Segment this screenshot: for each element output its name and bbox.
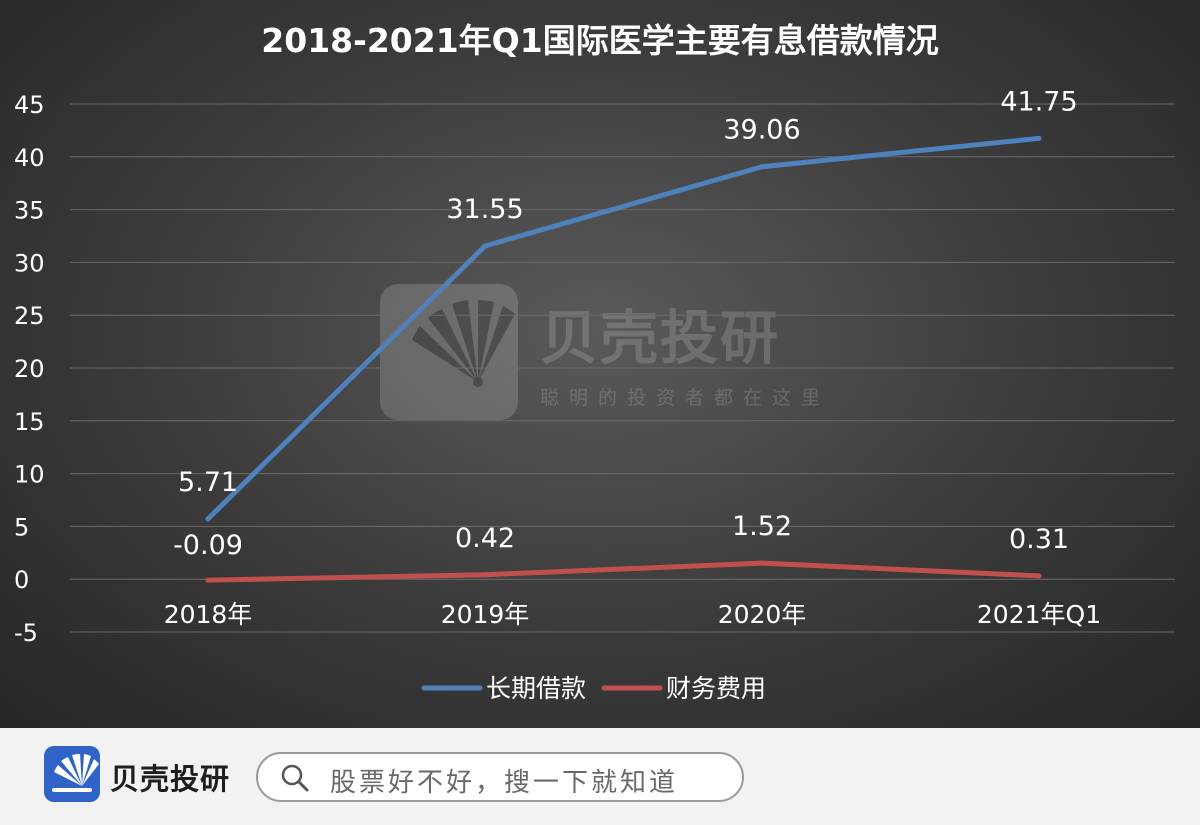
watermark-tagline: 聪明的投资者都在这里 — [540, 387, 830, 409]
data-point — [482, 243, 488, 249]
data-label: 41.75 — [1000, 86, 1077, 117]
y-tick-label: 10 — [14, 461, 45, 489]
legend-label: 长期借款 — [486, 674, 586, 703]
y-tick-label: 35 — [14, 197, 45, 225]
data-label: 39.06 — [723, 115, 800, 146]
y-tick-label: 15 — [14, 408, 45, 436]
data-label: -0.09 — [173, 530, 243, 561]
brand-name: 贝壳投研 — [110, 762, 231, 796]
line-chart: 2018-2021年Q1国际医学主要有息借款情况 贝壳投研 聪明的投资者都在这里… — [14, 21, 1175, 703]
y-tick-label: -5 — [14, 619, 38, 647]
data-point — [1036, 135, 1042, 141]
watermark: 贝壳投研 聪明的投资者都在这里 — [380, 284, 830, 420]
data-labels: 5.71 31.55 39.06 41.75 -0.09 0.42 1.52 0.31 — [173, 86, 1078, 561]
watermark-name: 贝壳投研 — [540, 304, 780, 372]
y-tick-label: 20 — [14, 355, 45, 383]
y-tick-label: 25 — [14, 302, 45, 330]
y-tick-label: 30 — [14, 249, 45, 277]
x-tick-label: 2021年Q1 — [977, 600, 1101, 629]
data-point — [205, 577, 211, 583]
legend: 长期借款 财务费用 — [421, 674, 766, 703]
y-tick-label: 40 — [14, 144, 45, 172]
x-tick-label: 2020年 — [718, 600, 807, 629]
search-input[interactable]: 股票好不好，搜一下就知道 — [256, 752, 744, 802]
data-point — [482, 572, 488, 578]
series — [205, 135, 1042, 583]
data-label: 0.42 — [455, 523, 515, 554]
data-point — [759, 560, 765, 566]
data-label: 0.31 — [1009, 524, 1069, 555]
chart-area: 2018-2021年Q1国际医学主要有息借款情况 贝壳投研 聪明的投资者都在这里… — [0, 0, 1200, 728]
search-icon — [281, 764, 309, 792]
y-tick-label: 0 — [14, 566, 29, 594]
data-point — [205, 516, 211, 522]
axis-labels: 45 40 35 30 25 20 15 10 5 0 -5 2018年 2019年 2020年 2021年… — [14, 91, 1101, 647]
brand-logo[interactable] — [44, 746, 100, 802]
y-tick-label: 45 — [14, 91, 45, 119]
x-tick-label: 2018年 — [164, 600, 253, 629]
data-point — [759, 164, 765, 170]
series-line — [205, 135, 1042, 522]
chart-title: 2018-2021年Q1国际医学主要有息借款情况 — [261, 21, 938, 60]
data-point — [1036, 573, 1042, 579]
y-tick-label: 5 — [14, 513, 29, 541]
search-placeholder: 股票好不好，搜一下就知道 — [330, 768, 679, 798]
data-label: 1.52 — [732, 511, 792, 542]
shell-logo-icon — [52, 753, 99, 792]
grid — [70, 103, 1175, 633]
data-label: 31.55 — [446, 194, 523, 225]
series-line — [205, 560, 1042, 583]
legend-label: 财务费用 — [666, 674, 766, 703]
x-tick-label: 2019年 — [441, 600, 530, 629]
data-label: 5.71 — [178, 467, 238, 498]
